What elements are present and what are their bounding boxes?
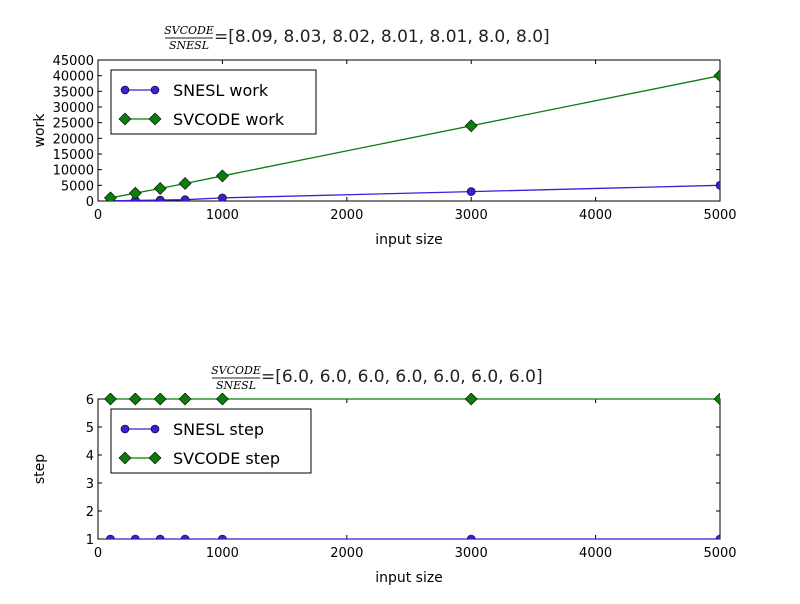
legend: SNESL step SVCODE step xyxy=(110,408,312,474)
y-tick-label: 3 xyxy=(86,477,94,492)
data-point xyxy=(104,393,117,406)
data-point xyxy=(180,195,190,201)
x-tick-label: 5000 xyxy=(703,546,736,561)
y-tick-label: 10000 xyxy=(53,164,94,179)
x-tick-label: 1000 xyxy=(206,208,239,223)
x-tick-label: 1000 xyxy=(206,546,239,561)
legend-marker xyxy=(120,424,130,434)
y-tick-label: 20000 xyxy=(53,132,94,147)
x-axis-label: input size xyxy=(375,570,443,586)
x-tick-label: 4000 xyxy=(579,208,612,223)
data-point xyxy=(464,119,478,133)
y-tick-label: 30000 xyxy=(53,101,94,116)
data-point xyxy=(128,186,142,200)
y-tick-label: 45000 xyxy=(53,54,94,69)
series-2 xyxy=(104,69,720,201)
x-tick-label: 0 xyxy=(94,546,102,561)
data-point xyxy=(466,534,476,539)
legend-marker xyxy=(118,451,132,465)
data-point xyxy=(215,169,229,183)
y-tick-label: 5 xyxy=(86,421,94,436)
legend-marker xyxy=(120,85,130,95)
x-tick-label: 3000 xyxy=(455,208,488,223)
y-tick-label: 40000 xyxy=(53,70,94,85)
y-tick-label: 6 xyxy=(86,393,94,408)
title-fraction-denominator: SNESL xyxy=(216,379,256,392)
title-values: =[6.0, 6.0, 6.0, 6.0, 6.0, 6.0, 6.0] xyxy=(261,367,543,387)
x-tick-label: 2000 xyxy=(330,208,363,223)
data-point xyxy=(153,393,167,406)
data-point xyxy=(715,534,720,539)
legend: SNESL work SVCODE work xyxy=(110,69,317,135)
data-point xyxy=(178,393,192,406)
data-point xyxy=(155,534,165,539)
chart-title: SVCODE SNESL =[8.09, 8.03, 8.02, 8.01, 8.0… xyxy=(164,24,550,52)
data-point xyxy=(218,193,227,201)
data-point xyxy=(215,393,229,406)
data-point xyxy=(178,177,192,190)
y-tick-label: 1 xyxy=(86,533,94,548)
data-point xyxy=(715,181,720,190)
y-tick-label: 25000 xyxy=(53,117,94,132)
data-point xyxy=(713,393,720,406)
legend-marker xyxy=(150,424,160,434)
data-point xyxy=(106,534,115,539)
data-point xyxy=(713,69,720,83)
y-tick-label: 5000 xyxy=(61,179,94,194)
y-tick-label: 35000 xyxy=(53,85,94,100)
data-point xyxy=(180,534,190,539)
title-fraction-numerator: SVCODE xyxy=(164,24,214,37)
series-1 xyxy=(106,534,720,539)
chart-title: SVCODE SNESL =[6.0, 6.0, 6.0, 6.0, 6.0, 6.… xyxy=(211,364,542,392)
series-2 xyxy=(104,393,720,406)
data-point xyxy=(464,393,478,406)
chart-1: SVCODE SNESL =[8.09, 8.03, 8.02, 8.01, 8.0… xyxy=(32,24,737,248)
y-tick-label: 15000 xyxy=(53,148,94,163)
data-point xyxy=(466,187,476,196)
x-tick-label: 3000 xyxy=(455,546,488,561)
legend-label: SVCODE step xyxy=(173,449,280,468)
title-values: =[8.09, 8.03, 8.02, 8.01, 8.01, 8.0, 8.0… xyxy=(214,27,550,47)
legend-box xyxy=(110,69,317,135)
x-tick-label: 5000 xyxy=(703,208,736,223)
x-tick-label: 2000 xyxy=(330,546,363,561)
data-point xyxy=(218,534,227,539)
data-point xyxy=(104,191,117,201)
y-axis-label: work xyxy=(32,113,48,148)
legend-marker xyxy=(148,112,162,126)
x-tick-label: 4000 xyxy=(579,546,612,561)
y-tick-label: 4 xyxy=(86,449,94,464)
legend-label: SNESL step xyxy=(173,420,264,439)
data-point xyxy=(155,195,165,201)
title-fraction-numerator: SVCODE xyxy=(211,364,261,377)
title-fraction-denominator: SNESL xyxy=(169,39,209,52)
x-tick-label: 0 xyxy=(94,208,102,223)
data-point xyxy=(128,393,142,406)
legend-label: SVCODE work xyxy=(173,110,285,129)
data-point xyxy=(131,534,140,539)
x-axis-label: input size xyxy=(375,232,443,248)
legend-label: SNESL work xyxy=(173,81,269,100)
data-point xyxy=(153,182,167,195)
legend-box xyxy=(110,408,312,474)
legend-marker xyxy=(150,85,160,95)
chart-2: SVCODE SNESL =[6.0, 6.0, 6.0, 6.0, 6.0, 6.… xyxy=(32,364,737,586)
legend-marker xyxy=(118,112,132,126)
y-tick-label: 2 xyxy=(86,505,94,520)
y-tick-label: 0 xyxy=(86,195,94,210)
legend-marker xyxy=(148,451,162,465)
y-axis-label: step xyxy=(32,454,48,484)
